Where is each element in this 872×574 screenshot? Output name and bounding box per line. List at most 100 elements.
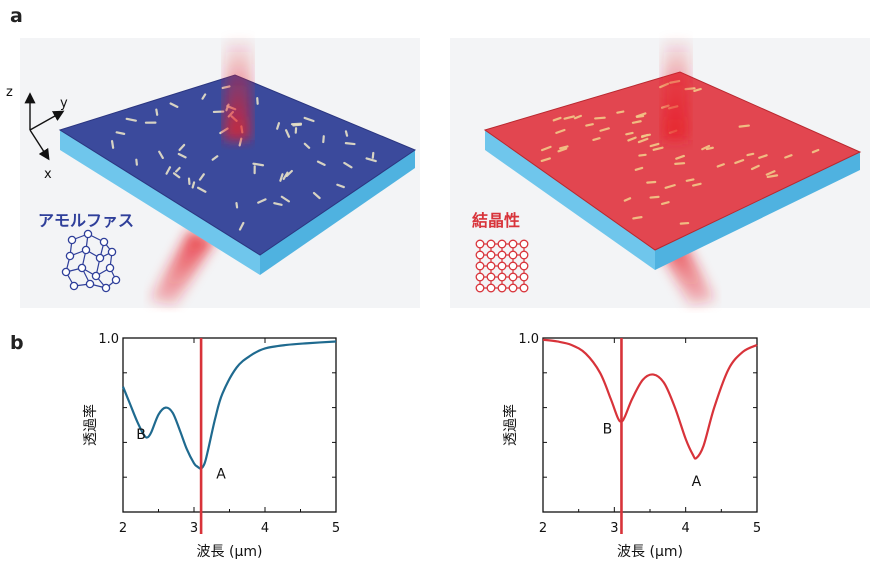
lattice-atom	[519, 239, 529, 249]
lattice-atom	[519, 272, 529, 282]
crystalline-beam-upper	[662, 40, 690, 140]
amorphous-label: アモルファス	[38, 211, 134, 230]
nanorod	[235, 201, 239, 209]
x-tick-label: 5	[332, 521, 340, 536]
nanorod	[316, 160, 326, 166]
nanorod	[175, 166, 181, 173]
nanorod	[155, 108, 159, 116]
x-tick-label: 5	[753, 521, 761, 536]
nanorod	[638, 153, 647, 157]
network-atom	[69, 281, 79, 291]
nanorod	[674, 162, 686, 165]
lattice-atom	[508, 261, 518, 271]
nanorod	[573, 114, 582, 120]
nanorod	[344, 130, 349, 137]
nanorod	[705, 146, 714, 151]
nanorod	[685, 178, 695, 182]
y-tick-label-top: 1.0	[98, 332, 119, 347]
nanorod	[158, 150, 164, 159]
nanorod	[594, 116, 606, 120]
lattice-atom	[497, 261, 507, 271]
nanorod	[365, 157, 377, 163]
nanorod	[238, 221, 245, 231]
transmittance-series-line	[121, 340, 337, 470]
nanorod	[625, 131, 634, 136]
nanorod	[716, 163, 725, 168]
y-axis-title: 透過率	[82, 404, 99, 446]
nanorod	[284, 129, 291, 138]
crystalline-label: 結晶性	[472, 211, 520, 230]
nanorod	[693, 87, 702, 93]
nanorod	[811, 148, 820, 154]
x-axis-title: 波長 (μm)	[197, 544, 263, 560]
lattice-atom	[475, 250, 485, 260]
lattice-atom	[519, 250, 529, 260]
x-tick-label: 3	[610, 521, 618, 536]
amorphous-slab-front	[60, 130, 260, 275]
network-atom	[99, 237, 109, 247]
amorphous-atomic-network-icon	[61, 229, 121, 293]
dip-label-B: B	[136, 427, 146, 443]
nanorod	[540, 145, 552, 152]
x-axis-arrow	[29, 129, 50, 161]
nanorod	[191, 181, 196, 189]
lattice-atom	[508, 283, 518, 293]
amorphous-slab	[58, 40, 417, 305]
y-axis-arrow	[29, 110, 65, 131]
nanorod	[750, 164, 760, 171]
lattice-atom	[519, 261, 529, 271]
lattice-atom	[486, 261, 496, 271]
nanorod	[766, 174, 779, 179]
nanorod	[692, 182, 702, 187]
nanorod	[646, 180, 657, 184]
crystalline-slab-front	[485, 130, 655, 270]
nanorod	[623, 197, 632, 202]
crystalline-slab-side	[655, 152, 860, 270]
lattice-atom	[508, 250, 518, 260]
chart-crystalline-transmittance: 2 3 4 5 1.0 波長 (μm) 透過率 B A	[502, 332, 761, 560]
transmittance-series-line	[542, 338, 758, 460]
nanorod	[746, 152, 755, 157]
x-tick-label: 4	[682, 521, 690, 536]
coordinate-axes: z y x	[6, 85, 68, 182]
nanorod	[649, 195, 660, 199]
network-atom	[111, 275, 121, 285]
lattice-atom	[519, 283, 529, 293]
panel-label-b: b	[10, 332, 24, 354]
nanorod	[252, 162, 265, 167]
crystalline-lattice-icon	[475, 239, 529, 293]
network-atom	[67, 235, 77, 245]
dip-label-A: A	[692, 474, 702, 490]
nanorod	[344, 142, 356, 146]
amorphous-beam-lower	[150, 230, 215, 305]
nanorod	[555, 128, 566, 134]
nanorod	[701, 144, 711, 151]
network-atom	[81, 245, 91, 255]
lattice-atom	[475, 272, 485, 282]
y-axis-label: y	[60, 96, 68, 111]
nanorod	[649, 142, 660, 148]
lattice-atom	[497, 272, 507, 282]
nanorod	[627, 136, 637, 142]
nanorod	[211, 155, 219, 161]
nanorod	[165, 166, 172, 175]
nanorod	[599, 127, 610, 132]
nanorod	[631, 120, 642, 124]
plot-frame	[542, 337, 758, 513]
nanorod	[196, 186, 207, 193]
nanorod	[110, 139, 115, 149]
nanorod	[285, 169, 293, 178]
nanorod	[198, 173, 205, 181]
nanorod	[280, 195, 290, 203]
nanorod	[552, 116, 562, 122]
network-atom	[85, 279, 95, 289]
nanorod	[592, 137, 601, 142]
nanorod	[734, 159, 745, 165]
nanorod	[675, 154, 685, 160]
nanorod	[336, 183, 345, 189]
network-atom	[77, 263, 87, 273]
nanorod	[115, 131, 126, 135]
lattice-atom	[475, 261, 485, 271]
x-tick-label: 2	[539, 521, 547, 536]
